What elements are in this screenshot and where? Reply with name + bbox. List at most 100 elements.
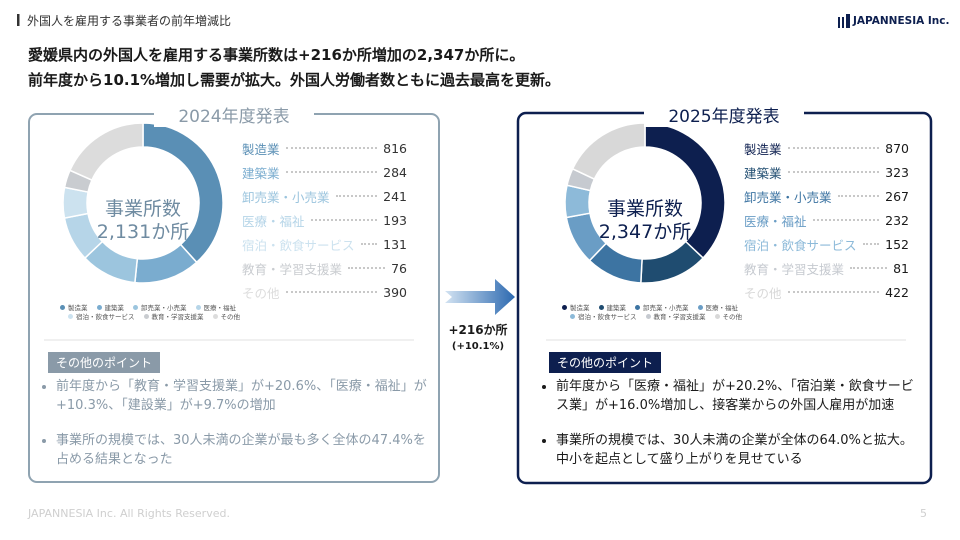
headline: 前年度から10.1%増加し需要が拡大。外国人労働者数ともに過去最高を更新。 — [28, 71, 561, 89]
legend-item: 建築業 — [96, 302, 124, 312]
leader — [787, 171, 880, 173]
list-label: 宿泊・飲食サービス — [242, 237, 355, 253]
notes-title: その他のポイント — [549, 352, 662, 373]
leader — [360, 243, 378, 245]
list-value: 267 — [885, 188, 909, 204]
logo: JAPANNESIA Inc. — [853, 15, 950, 27]
leader — [787, 147, 880, 149]
panel-title: 2025年度発表 — [644, 102, 804, 127]
leader — [787, 291, 880, 293]
section-title: 外国人を雇用する事業者の前年増減比 — [27, 14, 232, 28]
leader — [850, 267, 888, 269]
legend-item: 卸売業・小売業 — [635, 302, 689, 312]
list-label: 教育・学習支援業 — [744, 261, 845, 277]
list-row: 教育・学習支援業 81 — [744, 259, 909, 277]
list-value: 422 — [885, 284, 909, 300]
list-label: 建築業 — [242, 165, 280, 181]
change-sub: (+10.1%) — [451, 341, 505, 352]
list-value: 76 — [391, 260, 407, 276]
change-label: +216か所 — [448, 323, 508, 337]
legend: 製造業 建築業 卸売業・小売業 医療・福祉 — [60, 302, 236, 312]
logo-mark — [838, 14, 850, 28]
legend-label: 卸売業・小売業 — [141, 304, 187, 312]
list-row: 建築業 323 — [744, 163, 909, 181]
leader — [348, 267, 386, 269]
list-value: 241 — [383, 188, 407, 204]
list-row: 卸売業・小売業 241 — [242, 187, 407, 205]
legend-swatch — [133, 304, 138, 310]
list-value: 284 — [383, 164, 407, 180]
list-label: その他 — [242, 285, 280, 301]
leader — [285, 291, 378, 293]
legend: 宿泊・飲食サービス 教育・学習支援業 その他 — [68, 311, 240, 321]
list-row: 建築業 284 — [242, 163, 407, 181]
legend-swatch — [570, 313, 575, 319]
list-value: 81 — [893, 260, 909, 276]
legend-item: 医療・福祉 — [195, 302, 236, 312]
legend-swatch — [714, 313, 720, 319]
list-label: 建築業 — [744, 165, 782, 181]
legend-label: 製造業 — [570, 304, 590, 312]
list-label: 教育・学習支援業 — [242, 261, 343, 277]
legend-item: 宿泊・飲食サービス — [570, 311, 637, 321]
list-value: 870 — [885, 140, 909, 156]
list-label: 医療・福祉 — [744, 213, 807, 229]
notes: 前年度から「教育・学習支援業」が+20.6%、「医療・福祉」が+10.3%、「建… — [38, 377, 431, 485]
panel-title: 2024年度発表 — [154, 102, 314, 127]
headline: 愛媛県内の外国人を雇用する事業所数は+216か所増加の2,347か所に。 — [28, 46, 525, 64]
notes: 前年度から「医療・福祉」が+20.2%、「宿泊業・飲食サービス業」が+16.0%… — [538, 377, 916, 485]
legend-item: 宿泊・飲食サービス — [68, 311, 135, 321]
list-row: 医療・福祉 232 — [744, 211, 909, 229]
legend-swatch — [645, 313, 651, 319]
leader — [285, 147, 378, 149]
leader — [285, 171, 378, 173]
legend-item: その他 — [212, 311, 241, 321]
header-marker — [17, 14, 20, 26]
list-label: 宿泊・飲食サービス — [744, 237, 857, 253]
legend-label: 製造業 — [68, 304, 88, 312]
donut-segment — [571, 122, 646, 181]
donut-segment — [68, 122, 144, 182]
legend-swatch — [195, 304, 201, 310]
list-row: その他 390 — [242, 283, 407, 301]
list-label: 卸売業・小売業 — [744, 189, 832, 205]
legend-label: 教育・学習支援業 — [653, 313, 706, 321]
legend-swatch — [96, 304, 102, 310]
legend-swatch — [598, 304, 604, 310]
center-label: 事業所数 — [606, 198, 683, 220]
list-value: 193 — [383, 212, 407, 228]
center-label: 2,131か所 — [96, 221, 190, 243]
legend-item: その他 — [714, 311, 742, 321]
legend-item: 製造業 — [60, 302, 88, 312]
list-row: 教育・学習支援業 76 — [242, 259, 407, 277]
leader — [310, 219, 378, 221]
legend-item: 教育・学習支援業 — [143, 311, 204, 321]
legend-label: 医療・福祉 — [705, 304, 739, 312]
list-row: 医療・福祉 193 — [242, 211, 407, 229]
note: 前年度から「教育・学習支援業」が+20.6%、「医療・福祉」が+10.3%、「建… — [56, 377, 431, 415]
legend-label: 建築業 — [606, 304, 627, 312]
list-row: その他 422 — [744, 283, 909, 301]
list-label: 医療・福祉 — [242, 213, 305, 229]
legend-item: 製造業 — [562, 302, 590, 312]
list-row: 卸売業・小売業 267 — [744, 187, 909, 205]
legend-label: 教育・学習支援業 — [151, 313, 204, 321]
legend-swatch — [68, 313, 73, 319]
list-value: 816 — [383, 140, 407, 156]
arrow — [445, 279, 515, 315]
legend-item: 建築業 — [598, 302, 627, 312]
list-label: 卸売業・小売業 — [242, 189, 330, 205]
list-row: 製造業 816 — [242, 139, 407, 157]
list-label: その他 — [744, 285, 782, 301]
list-label: 製造業 — [744, 141, 782, 157]
list-row: 製造業 870 — [744, 139, 909, 157]
legend-label: その他 — [220, 313, 241, 321]
legend-item: 教育・学習支援業 — [645, 311, 706, 321]
list-value: 152 — [885, 236, 909, 252]
center-label: 2,347か所 — [598, 221, 692, 243]
list-value: 131 — [383, 236, 407, 252]
legend-label: 宿泊・飲食サービス — [578, 313, 637, 321]
leader — [837, 195, 880, 197]
